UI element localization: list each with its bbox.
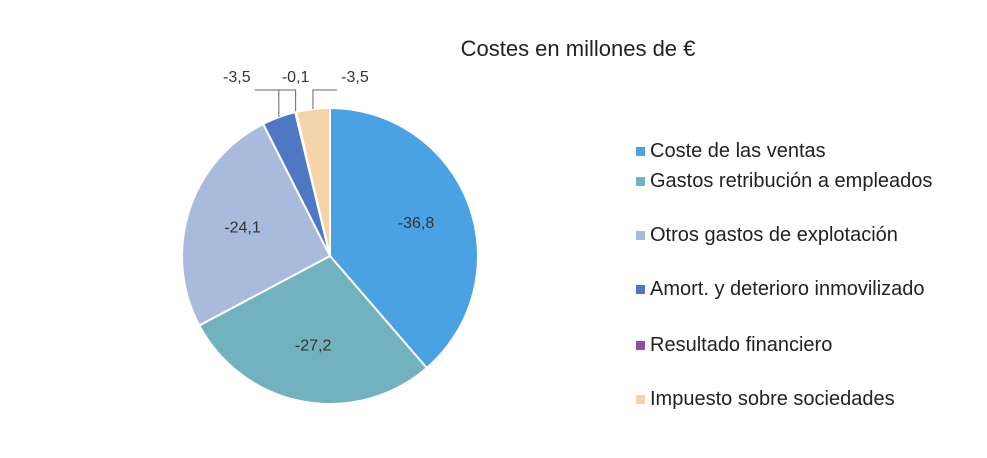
legend-label: Impuesto sobre sociedades (650, 388, 895, 410)
leader-line (254, 89, 280, 118)
legend-entry: Impuesto sobre sociedades (636, 388, 940, 411)
data-label: -3,5 (341, 69, 369, 86)
legend-entry: Gastos retribución a empleados (636, 170, 940, 193)
chart-title: Costes en millones de € (461, 36, 696, 61)
legend-entry: Amort. y deterioro inmovilizado (636, 278, 940, 301)
legend-swatch (636, 177, 645, 186)
pie-slice (181, 122, 332, 327)
data-label: -24,1 (224, 219, 261, 236)
leader-line (312, 89, 337, 109)
data-label: -3,5 (223, 69, 251, 86)
legend-label: Gastos retribución a empleados (650, 170, 933, 192)
legend-label: Otros gastos de explotación (650, 224, 898, 246)
legend-swatch (636, 285, 645, 294)
legend-label: Amort. y deterioro inmovilizado (650, 278, 925, 300)
legend-swatch (636, 341, 645, 350)
pie-slice (197, 254, 429, 405)
legend-entry: Resultado financiero (636, 334, 940, 357)
legend-label: Resultado financiero (650, 334, 833, 356)
legend-swatch (636, 231, 645, 240)
data-label: -36,8 (398, 215, 435, 232)
data-label: -27,2 (295, 337, 332, 354)
legend-swatch (636, 147, 645, 156)
legend-label: Coste de las ventas (650, 140, 826, 162)
legend-entry: Coste de las ventas (636, 140, 940, 163)
pie-slice (329, 106, 479, 370)
leader-line (277, 89, 297, 113)
legend-entry: Otros gastos de explotación (636, 224, 940, 247)
data-label: -0,1 (282, 69, 310, 86)
legend-swatch (636, 395, 645, 404)
